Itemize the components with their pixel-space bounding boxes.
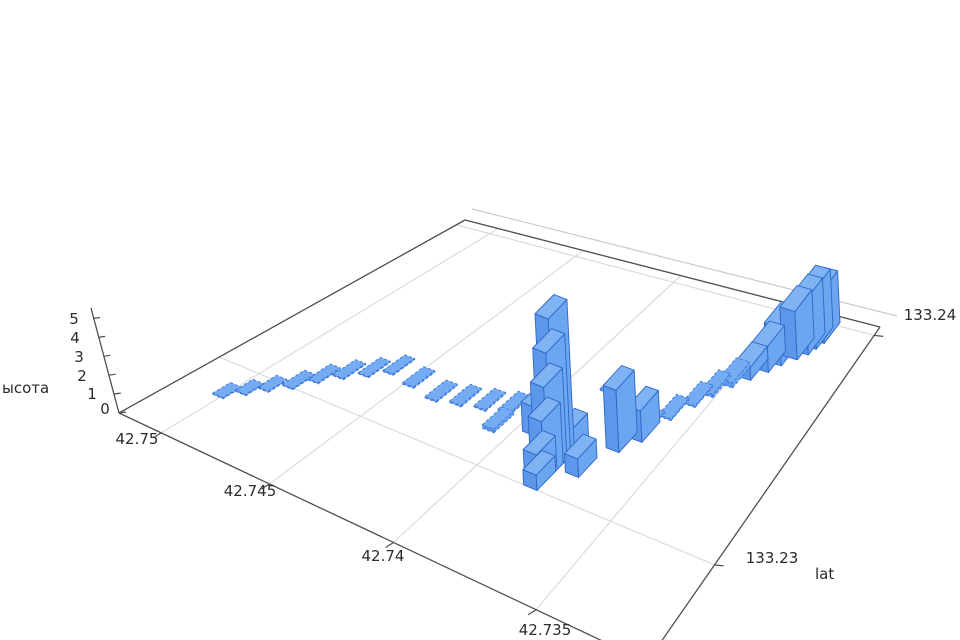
- bar-top-face: [527, 396, 561, 423]
- bar: [424, 379, 458, 403]
- front-left-edge: [118, 412, 602, 640]
- lat-tick-label: 42.74: [362, 547, 405, 565]
- bar-top-face: [332, 359, 366, 380]
- lat-tick-label: 42.745: [224, 482, 277, 500]
- bar: [234, 378, 264, 397]
- lat-tick: [152, 432, 162, 439]
- bar-top-face: [212, 382, 242, 399]
- bars: [212, 264, 841, 491]
- bar-top-face: [424, 379, 458, 402]
- bar: [779, 285, 815, 361]
- bar-top-face: [473, 387, 506, 411]
- z-tick-label: 0: [100, 400, 110, 418]
- front-right-edge: [661, 326, 881, 640]
- bar: [332, 359, 366, 381]
- bar: [382, 354, 416, 376]
- bar-front-face: [712, 373, 732, 398]
- z-tick-label: 5: [69, 310, 79, 328]
- lat-tick-label: 42.75: [116, 430, 159, 448]
- lat-gridline: [269, 250, 584, 485]
- bar-top-face: [529, 362, 563, 388]
- bar-top-face: [257, 374, 288, 392]
- bar-top-face: [658, 393, 690, 420]
- lat-tick: [527, 609, 537, 616]
- bar: [357, 356, 391, 379]
- z-tick-label: 3: [74, 348, 84, 366]
- z-axis-line: [90, 307, 120, 414]
- z-tick: [108, 373, 116, 376]
- bar-top-face: [401, 366, 436, 388]
- bar-top-face: [564, 433, 597, 460]
- bar-front-face: [493, 410, 515, 434]
- lon-tick: [874, 334, 884, 337]
- bar-top-face: [382, 354, 416, 375]
- z-tick-label: 2: [77, 367, 87, 385]
- bar-top-face: [281, 369, 316, 390]
- bar: [564, 433, 598, 478]
- pane-edges: [90, 208, 898, 640]
- z-tick-label: 1: [87, 385, 97, 403]
- bar-top-face: [532, 328, 566, 354]
- lat-tick-label: 42.735: [519, 621, 572, 639]
- bar: [682, 380, 714, 408]
- z-tick: [118, 411, 127, 414]
- lon-gridline: [219, 356, 715, 566]
- back-left-edge: [118, 219, 466, 414]
- lon-tick: [714, 564, 724, 567]
- bar-top-face: [779, 285, 813, 312]
- z-tick: [98, 335, 106, 338]
- bar-top-face: [234, 378, 264, 396]
- bar-top-face: [481, 406, 514, 430]
- bar-top-face: [682, 380, 714, 407]
- lat-tick: [261, 483, 270, 490]
- x-axis-label: lat: [815, 565, 835, 583]
- bar-top-face: [522, 449, 556, 476]
- z-tick-label: 4: [70, 329, 80, 347]
- bar: [522, 449, 557, 491]
- bar: [401, 366, 436, 389]
- bar-top-face: [449, 383, 482, 407]
- bar: [307, 363, 341, 385]
- z-axis-label: ысота: [2, 379, 50, 397]
- lat-gridline: [160, 228, 499, 434]
- bar: [602, 365, 638, 454]
- bar-top-face: [534, 294, 568, 320]
- z-tick: [103, 354, 111, 357]
- bar: [281, 369, 316, 391]
- lon-tick-label: 133.24: [904, 306, 957, 324]
- bar-top-face: [307, 363, 341, 384]
- bar-top-face: [522, 429, 556, 456]
- axis-ticks: [92, 316, 884, 616]
- bar: [449, 383, 482, 408]
- bar-top-face: [357, 356, 391, 378]
- bar: [473, 387, 506, 412]
- bar: [481, 406, 515, 434]
- bar-top-face: [602, 365, 635, 391]
- z-tick: [113, 392, 121, 395]
- z-tick: [92, 316, 101, 320]
- bar: [212, 382, 242, 400]
- lat-tick: [385, 541, 394, 548]
- bar: [658, 393, 690, 422]
- lon-tick-label: 133.23: [746, 549, 799, 567]
